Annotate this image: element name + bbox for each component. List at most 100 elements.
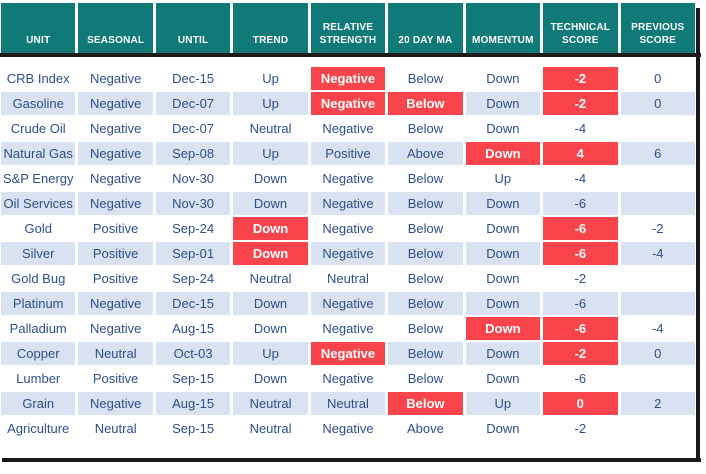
table-row: Grain Negative Aug-15 Neutral Neutral Below Up… <box>1 392 695 415</box>
table-cell: -2 <box>543 92 618 115</box>
table-row: Gold Positive Sep-24 Down Negative Below Down -… <box>1 217 695 240</box>
table-cell: Negative <box>78 317 153 340</box>
table-row: CRB Index Negative Dec-15 Up Negative Below Do… <box>1 67 695 90</box>
unit-cell: Palladium <box>1 317 76 340</box>
table-cell: Down <box>233 317 308 340</box>
table-row: Silver Positive Sep-01 Down Negative Below Dow… <box>1 242 695 265</box>
table-row: Crude Oil Negative Dec-07 Neutral Negative Be… <box>1 117 695 140</box>
unit-cell: S&P Energy <box>1 167 76 190</box>
table-cell: Neutral <box>233 392 308 415</box>
table-cell: Below <box>388 242 463 265</box>
table-header-row: UNIT SEASONAL UNTIL TREND RELATIVE STRENGTH 2… <box>1 3 695 53</box>
table-cell: Positive <box>78 267 153 290</box>
table-cell: Positive <box>78 217 153 240</box>
table-cell: Neutral <box>233 417 308 440</box>
table-cell: Down <box>465 67 541 90</box>
table-cell: Negative <box>310 242 386 265</box>
table-cell: Negative <box>310 92 386 115</box>
table-cell: Up <box>465 392 541 415</box>
table-row: Copper Neutral Oct-03 Up Negative Below Down -2… <box>1 342 695 365</box>
unit-cell: Natural Gas <box>1 142 76 165</box>
table-cell: Neutral <box>78 417 153 440</box>
table-cell: 0 <box>620 342 695 365</box>
table-cell: Negative <box>78 142 153 165</box>
table-row: Agriculture Neutral Sep-15 Neutral Negative A… <box>1 417 695 440</box>
table-cell: Below <box>388 342 463 365</box>
table-cell: Dec-15 <box>155 67 231 90</box>
table-cell: Above <box>388 142 463 165</box>
table-cell: -6 <box>543 367 618 390</box>
table-cell: Dec-07 <box>155 117 231 140</box>
table-cell: -6 <box>543 292 618 315</box>
table-cell: Neutral <box>78 342 153 365</box>
table-cell: Up <box>233 142 308 165</box>
unit-cell: Gasoline <box>1 92 76 115</box>
table-cell: Oct-03 <box>155 342 231 365</box>
table-cell: Down <box>465 417 541 440</box>
unit-cell: Gold Bug <box>1 267 76 290</box>
table-cell: Up <box>233 92 308 115</box>
table-cell: Negative <box>78 192 153 215</box>
table-row: S&P Energy Negative Nov-30 Down Negative Belo… <box>1 167 695 190</box>
table-cell: Nov-30 <box>155 192 231 215</box>
table-cell: -6 <box>543 317 618 340</box>
unit-cell: Lumber <box>1 367 76 390</box>
unit-cell: Silver <box>1 242 76 265</box>
table-row: Gold Bug Positive Sep-24 Neutral Neutral Belo… <box>1 267 695 290</box>
table-cell: Negative <box>78 392 153 415</box>
table-cell: Below <box>388 117 463 140</box>
table-cell: Below <box>388 192 463 215</box>
table-cell <box>620 117 695 140</box>
table-cell: Down <box>233 292 308 315</box>
table-cell: Down <box>465 292 541 315</box>
table-cell: Negative <box>310 167 386 190</box>
table-cell: 0 <box>620 92 695 115</box>
table-cell: -6 <box>543 242 618 265</box>
table-cell: Nov-30 <box>155 167 231 190</box>
table-cell: 6 <box>620 142 695 165</box>
table-cell: Up <box>465 167 541 190</box>
table-cell: Negative <box>310 217 386 240</box>
table-cell: -2 <box>543 417 618 440</box>
column-header-seasonal: SEASONAL <box>78 3 153 53</box>
table-cell: Down <box>233 217 308 240</box>
table-cell: Negative <box>78 167 153 190</box>
table-cell: 0 <box>620 67 695 90</box>
table-cell: Down <box>465 217 541 240</box>
table-cell: Negative <box>310 417 386 440</box>
table-cell: Down <box>465 117 541 140</box>
table-cell: -2 <box>620 217 695 240</box>
table-cell: Neutral <box>233 267 308 290</box>
table-cell: Down <box>465 192 541 215</box>
unit-cell: Platinum <box>1 292 76 315</box>
unit-cell: CRB Index <box>1 67 76 90</box>
column-header-momentum: MOMENTUM <box>465 3 541 53</box>
table-cell: Below <box>388 392 463 415</box>
table-cell: -4 <box>543 167 618 190</box>
table-cell: Below <box>388 92 463 115</box>
unit-cell: Grain <box>1 392 76 415</box>
table-row: Palladium Negative Aug-15 Down Negative Below… <box>1 317 695 340</box>
table-cell: Below <box>388 367 463 390</box>
table-cell: Sep-24 <box>155 217 231 240</box>
table-cell: Down <box>465 317 541 340</box>
unit-cell: Oil Services <box>1 192 76 215</box>
table-cell: Positive <box>78 242 153 265</box>
table-cell: Negative <box>310 317 386 340</box>
table-cell: Negative <box>78 292 153 315</box>
unit-cell: Gold <box>1 217 76 240</box>
table-cell: Above <box>388 417 463 440</box>
table-row: Lumber Positive Sep-15 Down Negative Below Dow… <box>1 367 695 390</box>
table-cell: Sep-01 <box>155 242 231 265</box>
table-cell: -2 <box>543 267 618 290</box>
table-cell: Sep-24 <box>155 267 231 290</box>
table-cell: Below <box>388 167 463 190</box>
column-header-previous-score: PREVIOUS SCORE <box>620 3 695 53</box>
table-row: Gasoline Negative Dec-07 Up Negative Below Dow… <box>1 92 695 115</box>
column-header-technical-score: TECHNICAL SCORE <box>543 3 618 53</box>
column-header-relative-strength: RELATIVE STRENGTH <box>310 3 386 53</box>
table-cell: -6 <box>543 217 618 240</box>
table-body: CRB Index Negative Dec-15 Up Negative Below Do… <box>1 67 695 440</box>
unit-cell: Agriculture <box>1 417 76 440</box>
